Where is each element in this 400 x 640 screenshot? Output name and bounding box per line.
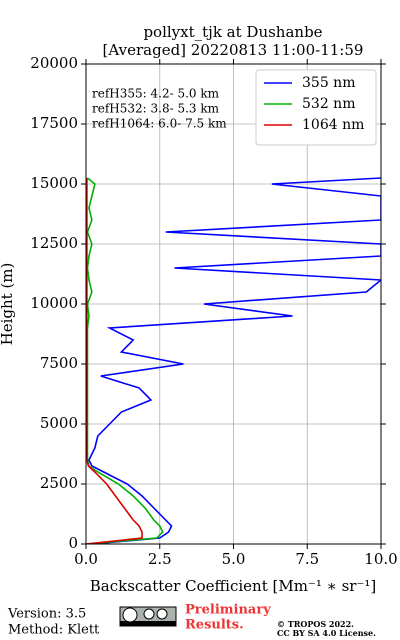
y-tick-label: 12500 <box>30 234 78 252</box>
y-tick-label: 17500 <box>30 114 78 132</box>
cc-badge <box>119 606 177 627</box>
annotation: refH532: 3.8- 5.3 km <box>92 102 220 116</box>
x-tick-label: 7.5 <box>295 550 319 568</box>
data-line <box>88 177 381 544</box>
annotation: refH355: 4.2- 5.0 km <box>92 87 220 101</box>
chart-title: pollyxt_tjk at Dushanbe <box>143 23 322 41</box>
legend-box <box>255 69 377 146</box>
y-axis-label: Height (m) <box>0 263 16 346</box>
x-tick-label: 5.0 <box>222 550 246 568</box>
y-tick-label: 20000 <box>30 54 78 72</box>
license: CC BY SA 4.0 License. <box>277 628 376 638</box>
license: © TROPOS 2022. <box>277 619 354 629</box>
y-tick-label: 2500 <box>40 474 78 492</box>
data-line <box>86 177 164 544</box>
y-tick-label: 10000 <box>30 294 78 312</box>
plot-frame <box>85 63 382 545</box>
data-line <box>86 178 143 544</box>
y-tick-label: 5000 <box>40 414 78 432</box>
version: Version: 3.5 <box>7 607 86 622</box>
y-tick-label: 15000 <box>30 174 78 192</box>
x-tick-label: 10.0 <box>364 550 397 568</box>
legend-label: 355 nm <box>302 75 355 91</box>
y-tick-label: 0 <box>68 534 78 552</box>
annotation: refH1064: 6.0- 7.5 km <box>92 117 227 131</box>
plot-area: 0.0 2.5 5.0 7.5 10.0 0 2500 5000 7500 10000 12500 1… <box>30 54 397 568</box>
preliminary: Preliminary <box>185 603 271 618</box>
legend-label: 1064 nm <box>302 117 364 133</box>
legend-label: 532 nm <box>302 96 355 112</box>
x-tick-label: 0.0 <box>74 550 98 568</box>
chart-subtitle: [Averaged] 20220813 11:00-11:59 <box>103 41 364 59</box>
x-tick-label: 2.5 <box>148 550 172 568</box>
x-axis-label: Backscatter Coefficient [Mm⁻¹ ∗ sr⁻¹] <box>90 577 377 595</box>
y-tick-label: 7500 <box>40 354 78 372</box>
method: Method: Klett <box>8 623 100 638</box>
preliminary: Results. <box>185 618 244 633</box>
